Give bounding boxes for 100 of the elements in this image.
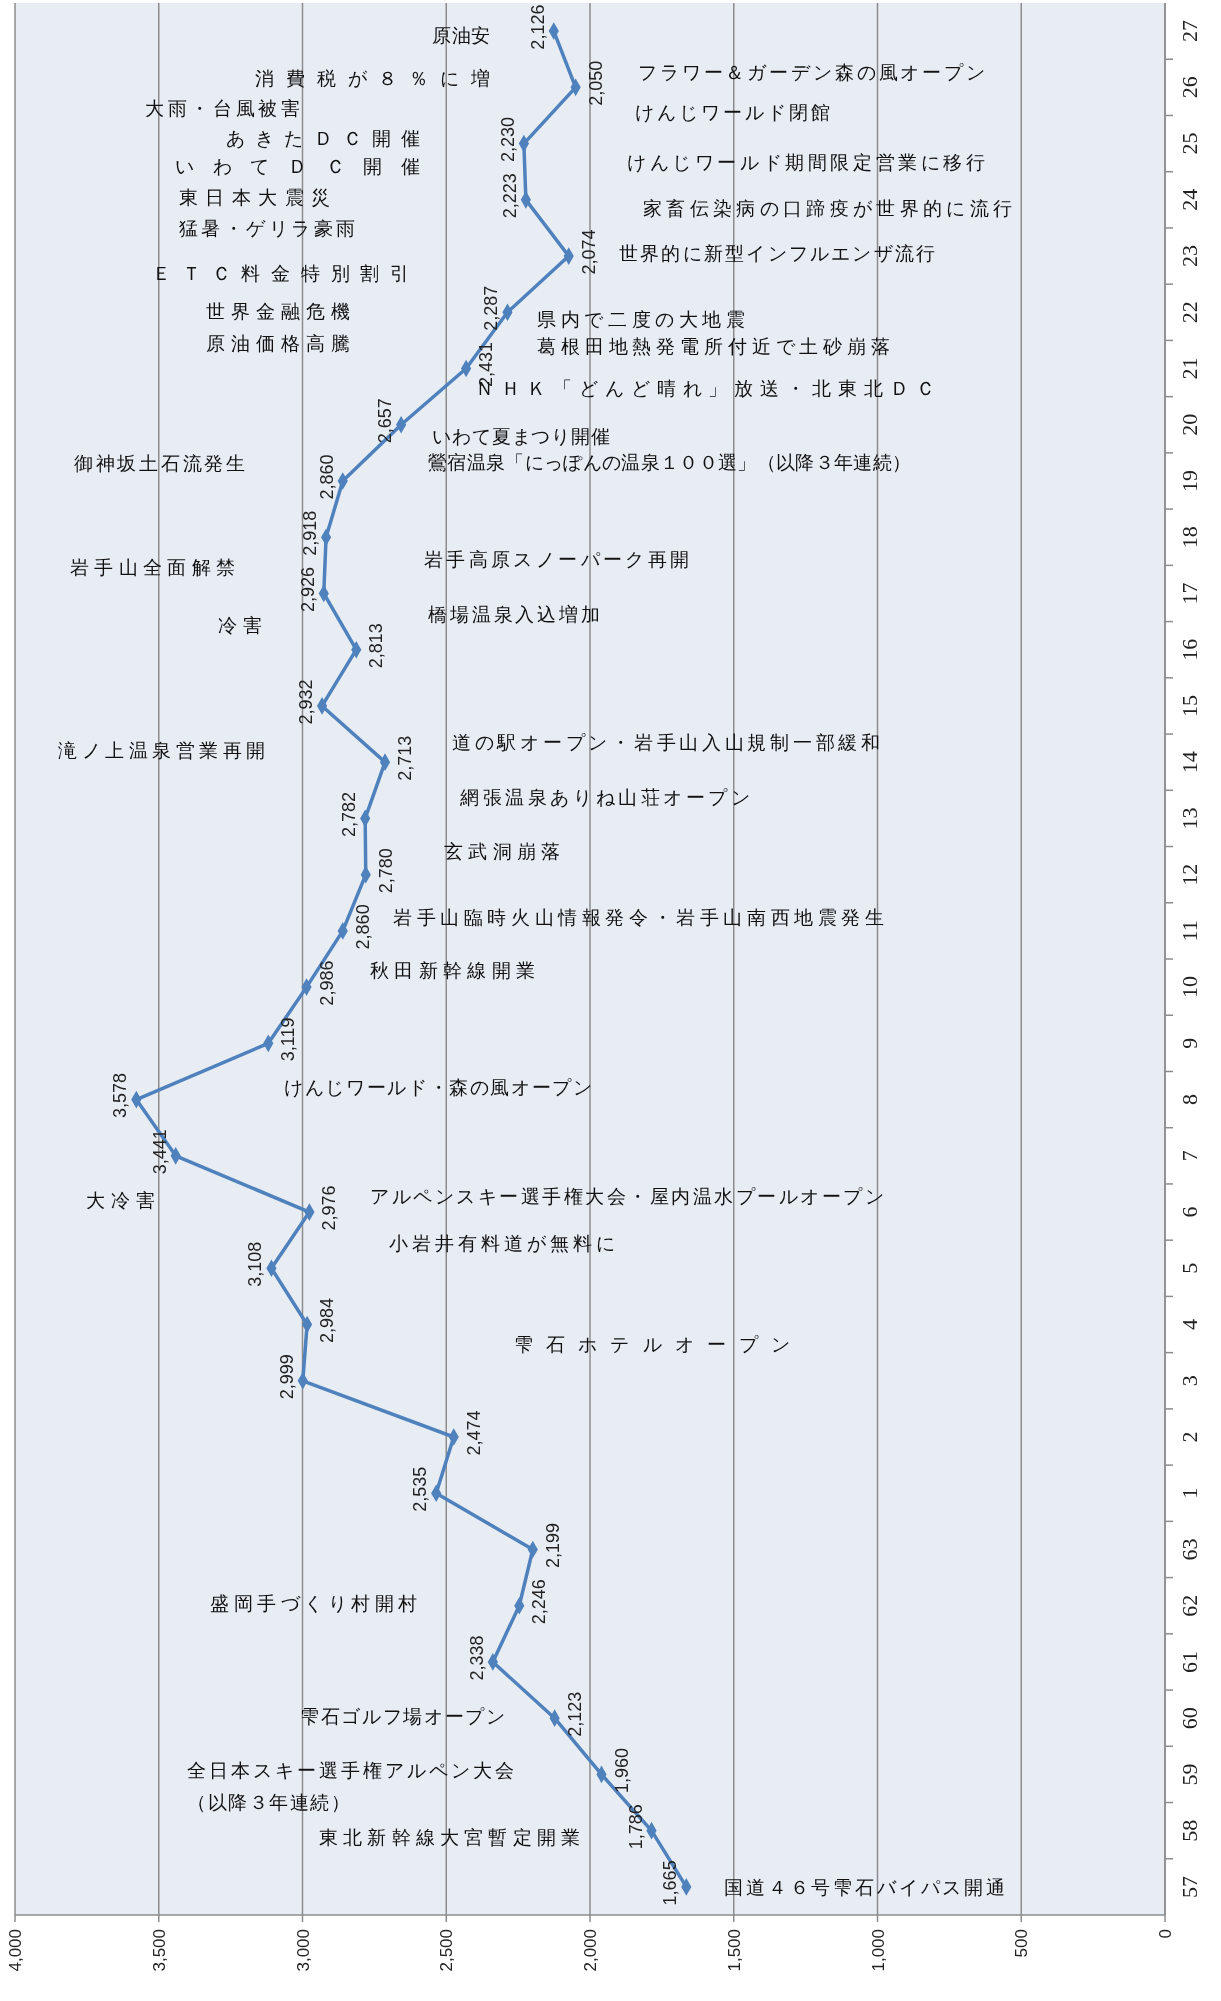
data-label: 2,860 — [316, 454, 337, 500]
x-tick-label: 2,500 — [437, 1929, 457, 1972]
y-tick-label: 63 — [1177, 1538, 1202, 1561]
annotation: 消費税が８％に増 — [255, 66, 490, 89]
annotation: 滝ノ上温泉営業再開 — [58, 738, 265, 761]
y-tick-label: 12 — [1177, 863, 1202, 886]
annotation: 国道４６号雫石バイパス開通 — [724, 1875, 1005, 1898]
annotation: 全日本スキー選手権アルペン大会 — [187, 1758, 514, 1781]
y-tick-label: 11 — [1177, 920, 1202, 942]
data-label: 2,223 — [499, 173, 520, 219]
annotation: 猛暑・ゲリラ豪雨 — [179, 216, 355, 239]
annotation: 鶯宿温泉「にっぽんの温泉１００選」（以降３年連続） — [428, 450, 911, 473]
annotation: 家畜伝染病の口蹄疫が世界的に流行 — [643, 196, 1012, 219]
annotation: 網張温泉ありね山荘オープン — [459, 785, 750, 808]
annotation: 道の駅オープン・岩手山入山規制一部緩和 — [452, 730, 880, 753]
y-tick-label: 23 — [1177, 245, 1202, 268]
data-label: 2,074 — [578, 229, 599, 275]
data-label: 2,535 — [410, 1466, 431, 1512]
annotation: 小岩井有料道が無料に — [389, 1231, 615, 1254]
y-tick-label: 16 — [1177, 638, 1202, 661]
annotation: 大雨・台風被害 — [145, 96, 300, 119]
y-tick-label: 61 — [1177, 1650, 1202, 1673]
y-tick-label: 22 — [1177, 301, 1202, 324]
annotation: 玄武洞崩落 — [444, 839, 560, 862]
y-tick-label: 4 — [1177, 1319, 1202, 1331]
data-label: 2,926 — [297, 566, 318, 612]
annotation: （以降３年連続） — [187, 1790, 350, 1813]
y-tick-label: 58 — [1177, 1819, 1202, 1842]
data-label: 2,999 — [276, 1354, 297, 1400]
data-label: 2,813 — [366, 623, 387, 669]
y-tick-label: 3 — [1177, 1375, 1202, 1387]
y-tick-label: 17 — [1177, 582, 1202, 605]
annotation: 葛根田地熱発電所付近で土砂崩落 — [537, 334, 890, 357]
data-label: 2,123 — [564, 1691, 585, 1737]
data-label: 2,338 — [466, 1635, 487, 1681]
data-label: 1,786 — [625, 1804, 646, 1850]
y-tick-label: 24 — [1177, 188, 1202, 211]
annotation: いわてＤＣ開催 — [175, 154, 420, 177]
annotation: 世界的に新型インフルエンザ流行 — [619, 241, 935, 264]
y-tick-label: 7 — [1177, 1150, 1202, 1162]
annotation: 大冷害 — [86, 1188, 155, 1211]
annotation: 県内で二度の大地震 — [537, 307, 745, 330]
y-tick-label: 60 — [1177, 1707, 1202, 1730]
x-tick-label: 3,000 — [293, 1929, 313, 1972]
data-label: 2,976 — [319, 1185, 340, 1231]
y-tick-label: 19 — [1177, 470, 1202, 492]
data-label: 2,860 — [352, 904, 373, 950]
data-label: 2,474 — [463, 1410, 484, 1456]
x-tick-label: 4,000 — [6, 1929, 25, 1972]
data-label: 2,984 — [317, 1298, 338, 1344]
annotation: 東日本大震災 — [179, 185, 330, 208]
x-tick-label: 1,500 — [724, 1929, 744, 1972]
annotation: 橋場温泉入込増加 — [428, 602, 600, 625]
data-label: 2,126 — [527, 4, 548, 50]
y-tick-label: 1 — [1177, 1487, 1202, 1499]
y-tick-label: 6 — [1177, 1206, 1202, 1218]
y-tick-label: 20 — [1177, 413, 1202, 436]
data-label: 2,199 — [542, 1522, 563, 1568]
annotation: 岩手高原スノーパーク再開 — [424, 547, 689, 570]
annotation: けんじワールド閉館 — [635, 100, 830, 123]
annotation: 岩手山臨時火山情報発令・岩手山南西地震発生 — [393, 905, 884, 928]
data-label: 1,960 — [611, 1747, 632, 1793]
data-label: 2,782 — [339, 791, 360, 837]
annotation: フラワー＆ガーデン森の風オープン — [638, 60, 985, 83]
annotation: 原油価格高騰 — [206, 331, 350, 354]
x-tick-label: 500 — [1012, 1929, 1032, 1958]
data-label: 2,230 — [497, 117, 518, 163]
y-tick-label: 15 — [1177, 694, 1202, 717]
y-tick-label: 2 — [1177, 1431, 1202, 1443]
data-label: 3,119 — [278, 1017, 299, 1062]
data-label: 2,932 — [296, 679, 317, 725]
annotation: あきたＤＣ開催 — [226, 126, 420, 149]
x-tick-label: 1,000 — [868, 1929, 888, 1972]
y-tick-label: 62 — [1177, 1594, 1202, 1617]
y-tick-label: 5 — [1177, 1262, 1202, 1274]
y-tick-label: 18 — [1177, 526, 1202, 549]
data-label: 2,246 — [529, 1579, 550, 1625]
x-tick-label: 3,500 — [149, 1929, 169, 1972]
annotation: 東北新幹線大宮暫定開業 — [319, 1825, 580, 1848]
annotation: アルペンスキー選手権大会・屋内温水プールオープン — [370, 1184, 884, 1207]
y-tick-label: 21 — [1177, 357, 1202, 380]
x-tick-label: 2,000 — [581, 1929, 600, 1972]
y-tick-label: 13 — [1177, 807, 1202, 830]
annotation: 雫石ホテルオープン — [514, 1332, 790, 1355]
data-label: 2,287 — [481, 285, 502, 331]
annotation: 世界金融危機 — [206, 299, 350, 322]
data-label: 2,713 — [395, 735, 416, 781]
y-tick-label: 57 — [1177, 1875, 1202, 1898]
data-label: 1,665 — [660, 1860, 681, 1906]
data-label: 2,780 — [375, 848, 396, 894]
annotation: 原油安 — [432, 23, 490, 46]
annotation: いわて夏まつり開催 — [432, 424, 610, 447]
y-tick-label: 10 — [1177, 976, 1202, 999]
data-label: 3,578 — [110, 1073, 131, 1119]
annotation: 岩手山全面解禁 — [70, 555, 235, 578]
y-tick-label: 59 — [1177, 1763, 1202, 1786]
annotation: 盛岡手づくり村開村 — [210, 1591, 417, 1614]
y-tick-label: 9 — [1177, 1037, 1202, 1049]
y-tick-label: 27 — [1177, 20, 1202, 43]
data-label: 3,441 — [149, 1129, 170, 1175]
